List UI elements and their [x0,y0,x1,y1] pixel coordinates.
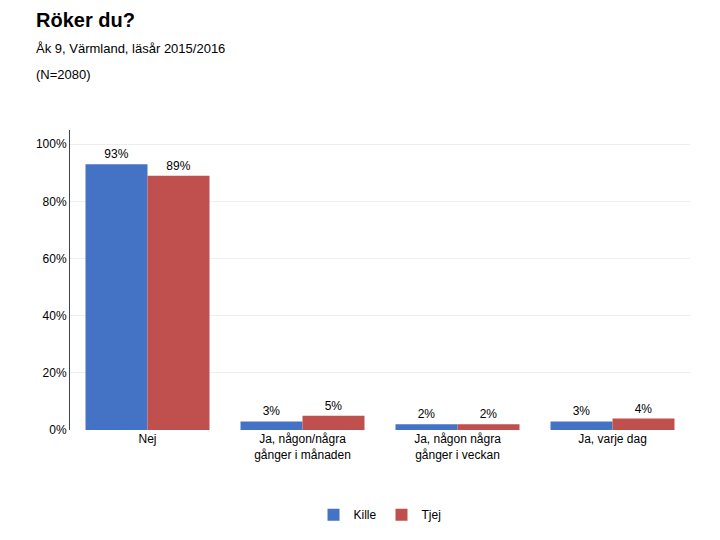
svg-text:60%: 60% [43,252,67,266]
svg-text:2%: 2% [480,407,498,421]
svg-text:100%: 100% [36,137,67,151]
svg-text:Kille: Kille [354,508,377,522]
svg-text:40%: 40% [43,309,67,323]
svg-text:93%: 93% [104,147,128,161]
svg-text:Nej: Nej [138,432,156,446]
svg-text:89%: 89% [166,159,190,173]
svg-text:3%: 3% [263,404,281,418]
svg-text:2%: 2% [418,407,436,421]
svg-text:Röker du?Åk 9, Värmland, läsår: Röker du?Åk 9, Värmland, läsår 2015/2016… [36,9,225,82]
svg-text:80%: 80% [43,195,67,209]
svg-text:Ja, varje dag: Ja, varje dag [578,432,647,446]
svg-text:4%: 4% [635,402,653,416]
svg-text:3%: 3% [573,404,591,418]
svg-text:Tjej: Tjej [422,508,441,522]
svg-text:20%: 20% [43,366,67,380]
svg-text:Ja, någon/någragånger i månade: Ja, någon/någragånger i månaden [254,432,351,462]
svg-text:5%: 5% [325,399,343,413]
svg-text:0%: 0% [49,423,67,437]
svg-text:Ja, någon någragånger i veckan: Ja, någon någragånger i veckan [414,432,501,462]
